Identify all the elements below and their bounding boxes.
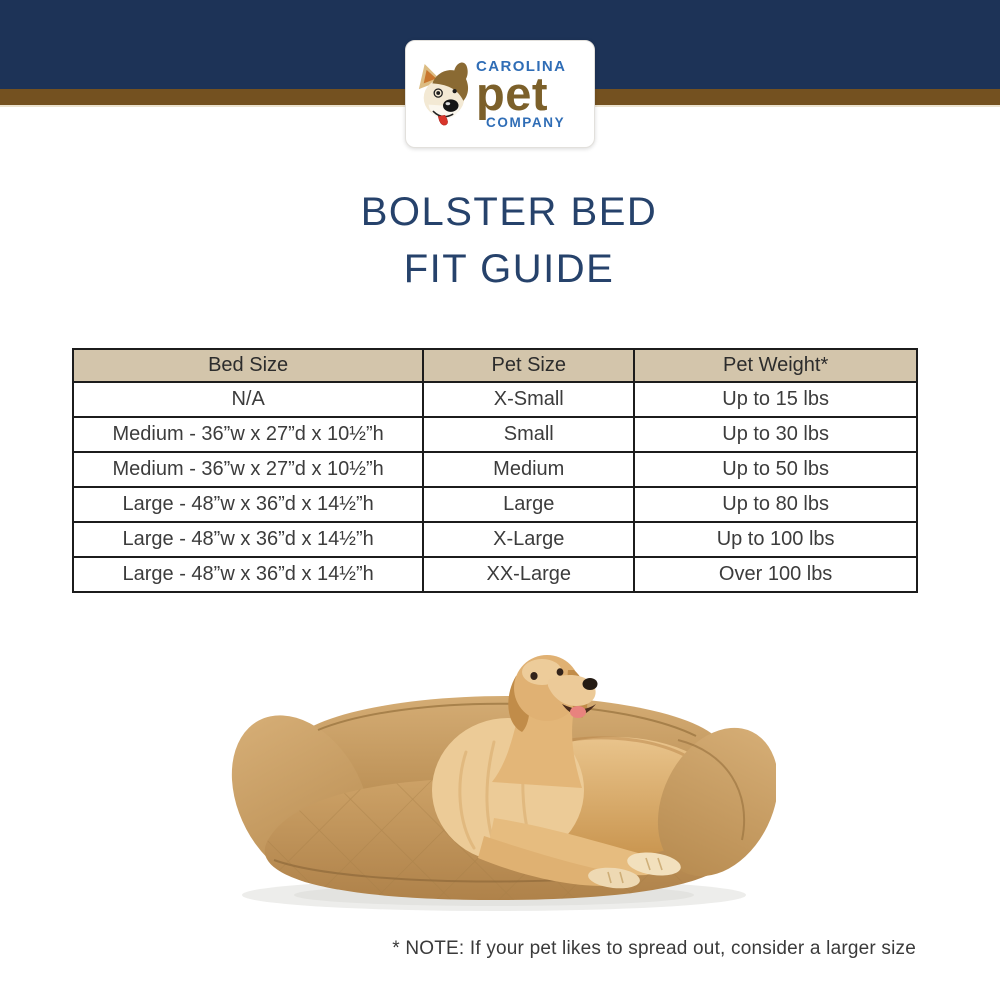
header-pet-size: Pet Size (422, 348, 636, 383)
table-cell: X-Small (422, 381, 636, 418)
dog-mascot-icon (418, 62, 469, 126)
table-cell: Up to 15 lbs (633, 381, 918, 418)
table-cell: Large - 48”w x 36”d x 14½”h (71, 556, 425, 593)
table-cell: Medium (422, 451, 636, 488)
page-title-line2: FIT GUIDE (403, 247, 615, 291)
table-cell: Medium - 36”w x 27”d x 10½”h (71, 416, 425, 453)
brand-name-bottom: COMPANY (486, 114, 566, 130)
dog-on-bed-illustration (231, 655, 776, 911)
brand-logo-text: CAROLINA pet COMPANY (476, 57, 567, 130)
table-cell: Up to 100 lbs (633, 521, 918, 558)
table-cell: Up to 80 lbs (633, 486, 918, 523)
table-cell: Medium - 36”w x 27”d x 10½”h (71, 451, 425, 488)
brand-logo: CAROLINA pet COMPANY (405, 40, 595, 148)
table-row: N/A X-Small Up to 15 lbs (71, 381, 918, 418)
table-cell: XX-Large (422, 556, 636, 593)
header-pet-weight: Pet Weight* (633, 348, 918, 383)
page-title: BOLSTER BED FIT GUIDE (9, 184, 1000, 298)
footnote: * NOTE: If your pet likes to spread out,… (392, 938, 916, 959)
table-cell: Small (422, 416, 636, 453)
table-row: Large - 48”w x 36”d x 14½”h X-Large Up to … (71, 521, 918, 558)
table-cell: Up to 50 lbs (633, 451, 918, 488)
table-cell: Over 100 lbs (633, 556, 918, 593)
table-header-row: Bed Size Pet Size Pet Weight* (71, 348, 918, 383)
fit-guide-table: Bed Size Pet Size Pet Weight* N/A X-Small… (71, 348, 918, 593)
table-row: Large - 48”w x 36”d x 14½”h Large Up to 80… (71, 486, 918, 523)
table-row: Medium - 36”w x 27”d x 10½”h Small Up to 3… (71, 416, 918, 453)
table-cell: Up to 30 lbs (633, 416, 918, 453)
table-cell: Large - 48”w x 36”d x 14½”h (71, 521, 425, 558)
brand-name-top: CAROLINA (476, 57, 567, 75)
table-cell: N/A (71, 381, 425, 418)
page-title-line1: BOLSTER BED (360, 190, 658, 234)
table-cell: X-Large (422, 521, 636, 558)
table-row: Large - 48”w x 36”d x 14½”h XX-Large Over … (71, 556, 918, 593)
table-cell: Large - 48”w x 36”d x 14½”h (71, 486, 425, 523)
table-row: Medium - 36”w x 27”d x 10½”h Medium Up to … (71, 451, 918, 488)
brand-name-mid: pet (476, 66, 548, 120)
header-bed-size: Bed Size (71, 348, 425, 383)
table-cell: Large (422, 486, 636, 523)
